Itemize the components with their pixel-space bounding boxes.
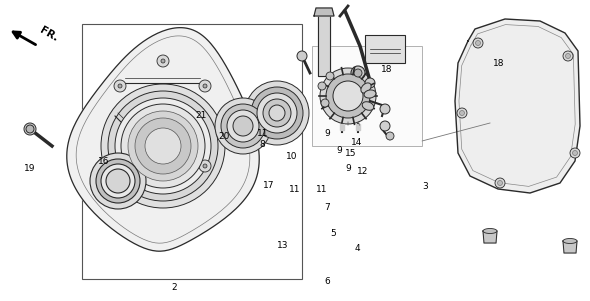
Circle shape [233,116,253,136]
Circle shape [145,128,181,164]
Text: 17: 17 [263,181,274,190]
Circle shape [572,150,578,156]
Circle shape [251,87,303,139]
Text: 3: 3 [422,182,428,191]
Polygon shape [356,124,360,130]
Circle shape [326,72,334,80]
Text: 10: 10 [286,152,298,161]
Bar [82,24,302,279]
Circle shape [495,178,505,188]
Circle shape [457,108,467,118]
Text: 16: 16 [97,157,109,166]
Ellipse shape [364,90,376,98]
Circle shape [135,118,191,174]
Text: 18: 18 [493,59,504,68]
Circle shape [114,160,126,172]
Circle shape [380,121,390,131]
Circle shape [118,84,122,88]
Circle shape [297,51,307,61]
Ellipse shape [361,83,371,93]
Circle shape [101,84,225,208]
Circle shape [108,91,218,201]
Polygon shape [325,81,355,89]
Text: 9: 9 [345,164,351,173]
Circle shape [101,164,135,198]
Text: 20: 20 [218,132,230,141]
Text: 11: 11 [289,185,301,194]
Circle shape [269,105,285,121]
Circle shape [203,84,207,88]
Text: FR.: FR. [38,25,60,43]
Circle shape [26,125,34,133]
Circle shape [565,54,571,58]
Text: 12: 12 [357,167,369,176]
Text: 15: 15 [345,149,357,158]
Ellipse shape [563,238,577,244]
Text: 14: 14 [351,138,363,147]
Text: 9: 9 [324,129,330,138]
Circle shape [114,80,126,92]
Circle shape [365,78,375,88]
Circle shape [96,159,140,203]
Polygon shape [314,8,334,16]
Circle shape [321,99,329,107]
Polygon shape [455,19,580,193]
Text: 11: 11 [257,129,268,138]
Circle shape [121,104,205,188]
Circle shape [263,99,291,127]
Bar [312,46,422,146]
Text: 4: 4 [354,244,360,253]
Circle shape [90,153,146,209]
Circle shape [203,164,207,168]
Text: 19: 19 [24,164,35,173]
Circle shape [115,98,211,194]
Polygon shape [563,241,577,253]
Circle shape [157,55,169,67]
Circle shape [333,81,363,111]
Text: 5: 5 [330,229,336,238]
Circle shape [320,68,376,124]
Text: 6: 6 [324,277,330,286]
Polygon shape [483,231,497,243]
Circle shape [380,104,390,114]
Circle shape [118,164,122,168]
Circle shape [326,74,370,118]
Circle shape [257,93,297,133]
Text: 2: 2 [171,283,177,292]
Text: 11: 11 [316,185,327,194]
Circle shape [570,148,580,158]
Text: 18: 18 [381,65,392,74]
Circle shape [199,160,211,172]
Text: 21: 21 [195,111,206,120]
Circle shape [221,104,265,148]
Circle shape [245,81,309,145]
Circle shape [497,181,503,185]
Circle shape [215,98,271,154]
Ellipse shape [483,228,497,234]
Circle shape [563,51,573,61]
Bar [365,35,405,63]
Text: 8: 8 [260,140,266,149]
Circle shape [354,69,362,77]
Circle shape [460,110,464,116]
Text: 13: 13 [277,241,289,250]
Circle shape [161,59,165,63]
Polygon shape [67,28,259,251]
Circle shape [386,132,394,140]
Circle shape [476,41,480,45]
Circle shape [318,82,326,90]
Polygon shape [318,11,330,76]
Circle shape [24,123,36,135]
Text: 7: 7 [324,203,330,212]
Circle shape [128,111,198,181]
Text: 9: 9 [336,146,342,155]
Circle shape [199,80,211,92]
Circle shape [227,110,259,142]
Circle shape [351,66,365,80]
Circle shape [106,169,130,193]
Ellipse shape [362,102,374,110]
Circle shape [473,38,483,48]
Polygon shape [340,124,344,130]
